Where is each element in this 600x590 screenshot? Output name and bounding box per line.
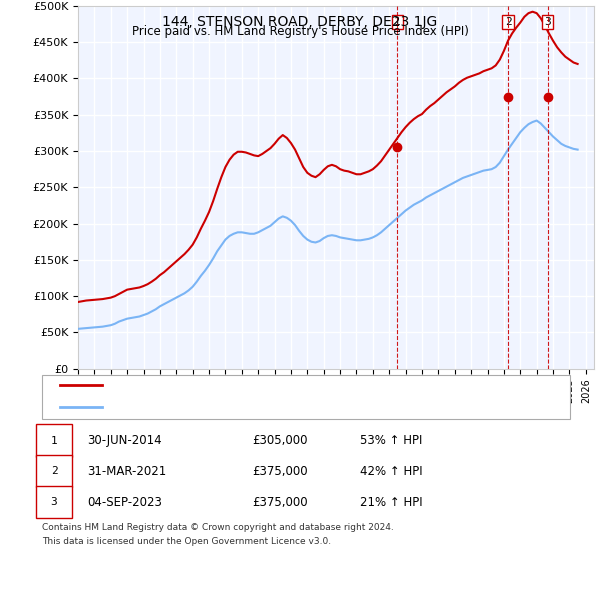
Text: 21% ↑ HPI: 21% ↑ HPI [360, 496, 422, 509]
Text: 144, STENSON ROAD, DERBY, DE23 1JG: 144, STENSON ROAD, DERBY, DE23 1JG [163, 15, 437, 29]
Text: 3: 3 [50, 497, 58, 507]
Text: 42% ↑ HPI: 42% ↑ HPI [360, 465, 422, 478]
Text: £375,000: £375,000 [252, 496, 308, 509]
Text: 2: 2 [50, 467, 58, 476]
Text: 1: 1 [394, 17, 401, 27]
Text: 04-SEP-2023: 04-SEP-2023 [87, 496, 162, 509]
Text: £375,000: £375,000 [252, 465, 308, 478]
Text: 53% ↑ HPI: 53% ↑ HPI [360, 434, 422, 447]
Text: This data is licensed under the Open Government Licence v3.0.: This data is licensed under the Open Gov… [42, 537, 331, 546]
Text: 3: 3 [544, 17, 551, 27]
Text: 31-MAR-2021: 31-MAR-2021 [87, 465, 166, 478]
Text: 30-JUN-2014: 30-JUN-2014 [87, 434, 161, 447]
Text: 144, STENSON ROAD, DERBY, DE23 1JG (detached house): 144, STENSON ROAD, DERBY, DE23 1JG (deta… [111, 380, 412, 390]
Text: 2: 2 [505, 17, 511, 27]
Text: Contains HM Land Registry data © Crown copyright and database right 2024.: Contains HM Land Registry data © Crown c… [42, 523, 394, 532]
Text: HPI: Average price, detached house, City of Derby: HPI: Average price, detached house, City… [111, 402, 373, 412]
Text: Price paid vs. HM Land Registry's House Price Index (HPI): Price paid vs. HM Land Registry's House … [131, 25, 469, 38]
Text: £305,000: £305,000 [252, 434, 308, 447]
Text: 1: 1 [50, 436, 58, 445]
